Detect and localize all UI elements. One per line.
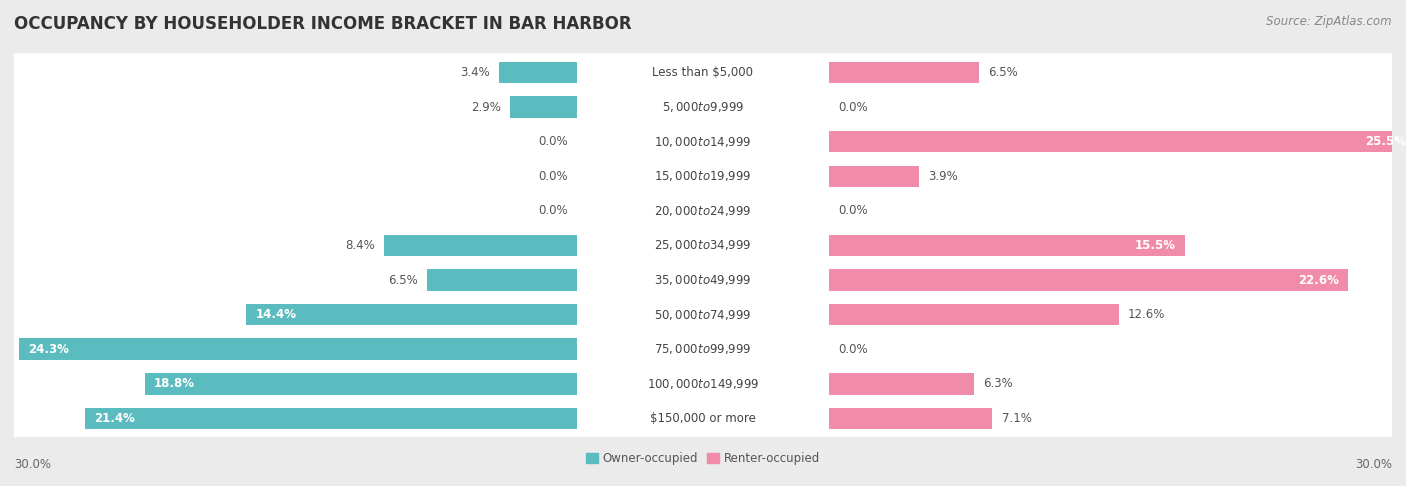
Text: 12.6%: 12.6% [1128, 308, 1166, 321]
Bar [86, 408, 576, 429]
Text: 24.3%: 24.3% [28, 343, 69, 356]
Bar [830, 131, 1406, 153]
Text: OCCUPANCY BY HOUSEHOLDER INCOME BRACKET IN BAR HARBOR: OCCUPANCY BY HOUSEHOLDER INCOME BRACKET … [14, 15, 631, 33]
Text: 30.0%: 30.0% [14, 458, 51, 471]
FancyBboxPatch shape [4, 364, 1402, 403]
Bar [510, 96, 576, 118]
Text: Less than $5,000: Less than $5,000 [652, 66, 754, 79]
Text: 0.0%: 0.0% [838, 101, 868, 114]
Bar [830, 408, 993, 429]
Text: $5,000 to $9,999: $5,000 to $9,999 [662, 100, 744, 114]
Bar [427, 269, 576, 291]
Bar [830, 269, 1348, 291]
FancyBboxPatch shape [4, 191, 1402, 230]
Bar [830, 373, 974, 395]
Text: 30.0%: 30.0% [1355, 458, 1392, 471]
FancyBboxPatch shape [4, 157, 1402, 196]
Text: 0.0%: 0.0% [538, 135, 568, 148]
Text: 7.1%: 7.1% [1001, 412, 1032, 425]
Bar [830, 235, 1185, 256]
Text: 21.4%: 21.4% [94, 412, 135, 425]
Text: 6.3%: 6.3% [983, 377, 1012, 390]
Text: 15.5%: 15.5% [1135, 239, 1175, 252]
Text: 8.4%: 8.4% [344, 239, 374, 252]
Bar [830, 62, 979, 83]
Legend: Owner-occupied, Renter-occupied: Owner-occupied, Renter-occupied [581, 448, 825, 470]
Text: Source: ZipAtlas.com: Source: ZipAtlas.com [1267, 15, 1392, 28]
FancyBboxPatch shape [4, 87, 1402, 126]
FancyBboxPatch shape [4, 260, 1402, 299]
Bar [830, 166, 920, 187]
Bar [18, 338, 576, 360]
Text: 0.0%: 0.0% [838, 204, 868, 217]
Text: 2.9%: 2.9% [471, 101, 501, 114]
Bar [499, 62, 576, 83]
FancyBboxPatch shape [4, 226, 1402, 265]
FancyBboxPatch shape [4, 122, 1402, 161]
FancyBboxPatch shape [4, 295, 1402, 334]
FancyBboxPatch shape [4, 53, 1402, 92]
Bar [830, 304, 1119, 325]
Text: $15,000 to $19,999: $15,000 to $19,999 [654, 169, 752, 183]
Text: 25.5%: 25.5% [1365, 135, 1406, 148]
Text: 22.6%: 22.6% [1298, 274, 1339, 287]
Text: $35,000 to $49,999: $35,000 to $49,999 [654, 273, 752, 287]
Text: $10,000 to $14,999: $10,000 to $14,999 [654, 135, 752, 149]
Text: $20,000 to $24,999: $20,000 to $24,999 [654, 204, 752, 218]
Text: 3.4%: 3.4% [460, 66, 489, 79]
Text: $150,000 or more: $150,000 or more [650, 412, 756, 425]
Text: 0.0%: 0.0% [838, 343, 868, 356]
Bar [246, 304, 576, 325]
Bar [384, 235, 576, 256]
FancyBboxPatch shape [4, 330, 1402, 368]
Text: $100,000 to $149,999: $100,000 to $149,999 [647, 377, 759, 391]
Text: 18.8%: 18.8% [155, 377, 195, 390]
Text: 6.5%: 6.5% [388, 274, 418, 287]
Text: 6.5%: 6.5% [988, 66, 1018, 79]
Text: 3.9%: 3.9% [928, 170, 957, 183]
FancyBboxPatch shape [4, 399, 1402, 438]
Text: 0.0%: 0.0% [538, 204, 568, 217]
Text: $50,000 to $74,999: $50,000 to $74,999 [654, 308, 752, 322]
Text: 14.4%: 14.4% [256, 308, 297, 321]
Bar [145, 373, 576, 395]
Text: $75,000 to $99,999: $75,000 to $99,999 [654, 342, 752, 356]
Text: 0.0%: 0.0% [538, 170, 568, 183]
Text: $25,000 to $34,999: $25,000 to $34,999 [654, 239, 752, 252]
